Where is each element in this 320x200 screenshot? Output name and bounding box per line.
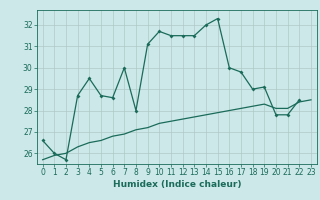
X-axis label: Humidex (Indice chaleur): Humidex (Indice chaleur)	[113, 180, 241, 189]
